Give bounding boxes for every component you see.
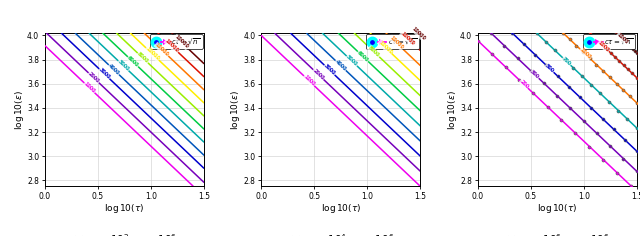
Text: (b) $\omega = 10^4$,  $n = 10^6$: (b) $\omega = 10^4$, $n = 10^6$ — [287, 232, 394, 236]
X-axis label: $\log 10(\tau)$: $\log 10(\tau)$ — [537, 202, 577, 215]
Text: 10000: 10000 — [411, 26, 427, 42]
Text: 4000: 4000 — [334, 59, 348, 72]
Y-axis label: $\log 10(\epsilon)$: $\log 10(\epsilon)$ — [13, 90, 26, 130]
Text: 1000: 1000 — [579, 47, 592, 60]
Legend: , $c\tau = \sqrt{n}$: , $c\tau = \sqrt{n}$ — [150, 34, 202, 49]
Text: 6000: 6000 — [126, 55, 140, 68]
Text: 3000: 3000 — [98, 67, 111, 80]
Text: 10000: 10000 — [164, 38, 180, 54]
Text: 1000: 1000 — [616, 33, 629, 45]
Text: 10000: 10000 — [173, 34, 189, 50]
Text: 1000: 1000 — [303, 74, 316, 87]
Text: 500: 500 — [544, 63, 555, 74]
Text: 5000: 5000 — [345, 55, 358, 67]
Text: 8000: 8000 — [136, 51, 150, 64]
X-axis label: $\log 10(\tau)$: $\log 10(\tau)$ — [321, 202, 361, 215]
Text: 2000: 2000 — [87, 71, 100, 84]
Text: 6000: 6000 — [356, 50, 369, 63]
Text: 200: 200 — [518, 79, 529, 90]
Text: 2000: 2000 — [312, 68, 325, 81]
Text: (a) $\omega = 10^2$,  $n = 10^6$: (a) $\omega = 10^2$, $n = 10^6$ — [72, 232, 177, 236]
Text: 300: 300 — [529, 69, 540, 80]
Text: 10000: 10000 — [154, 42, 170, 58]
Text: 10000: 10000 — [400, 31, 415, 46]
Legend: , $c\tau = \sqrt{n}$: , $c\tau = \sqrt{n}$ — [582, 34, 636, 49]
Text: 3000: 3000 — [323, 63, 336, 76]
Text: 4000: 4000 — [108, 63, 120, 76]
X-axis label: $\log 10(\tau)$: $\log 10(\tau)$ — [104, 202, 145, 215]
Text: 10000: 10000 — [378, 40, 393, 55]
Text: 700: 700 — [561, 56, 572, 67]
Text: 1000: 1000 — [83, 81, 96, 94]
Legend: , $c\tau = \sqrt{n}$: , $c\tau = \sqrt{n}$ — [366, 34, 419, 49]
Text: 10000: 10000 — [145, 46, 160, 62]
Text: 1000: 1000 — [597, 40, 611, 53]
Text: (c) $\omega = 10^6$,  $n = 10^6$: (c) $\omega = 10^6$, $n = 10^6$ — [504, 232, 610, 236]
Y-axis label: $\log 10(\epsilon)$: $\log 10(\epsilon)$ — [445, 90, 459, 130]
Text: 10000: 10000 — [388, 35, 404, 51]
Y-axis label: $\log 10(\epsilon)$: $\log 10(\epsilon)$ — [229, 90, 242, 130]
Text: 5000: 5000 — [117, 59, 130, 72]
Text: 8000: 8000 — [367, 46, 381, 59]
